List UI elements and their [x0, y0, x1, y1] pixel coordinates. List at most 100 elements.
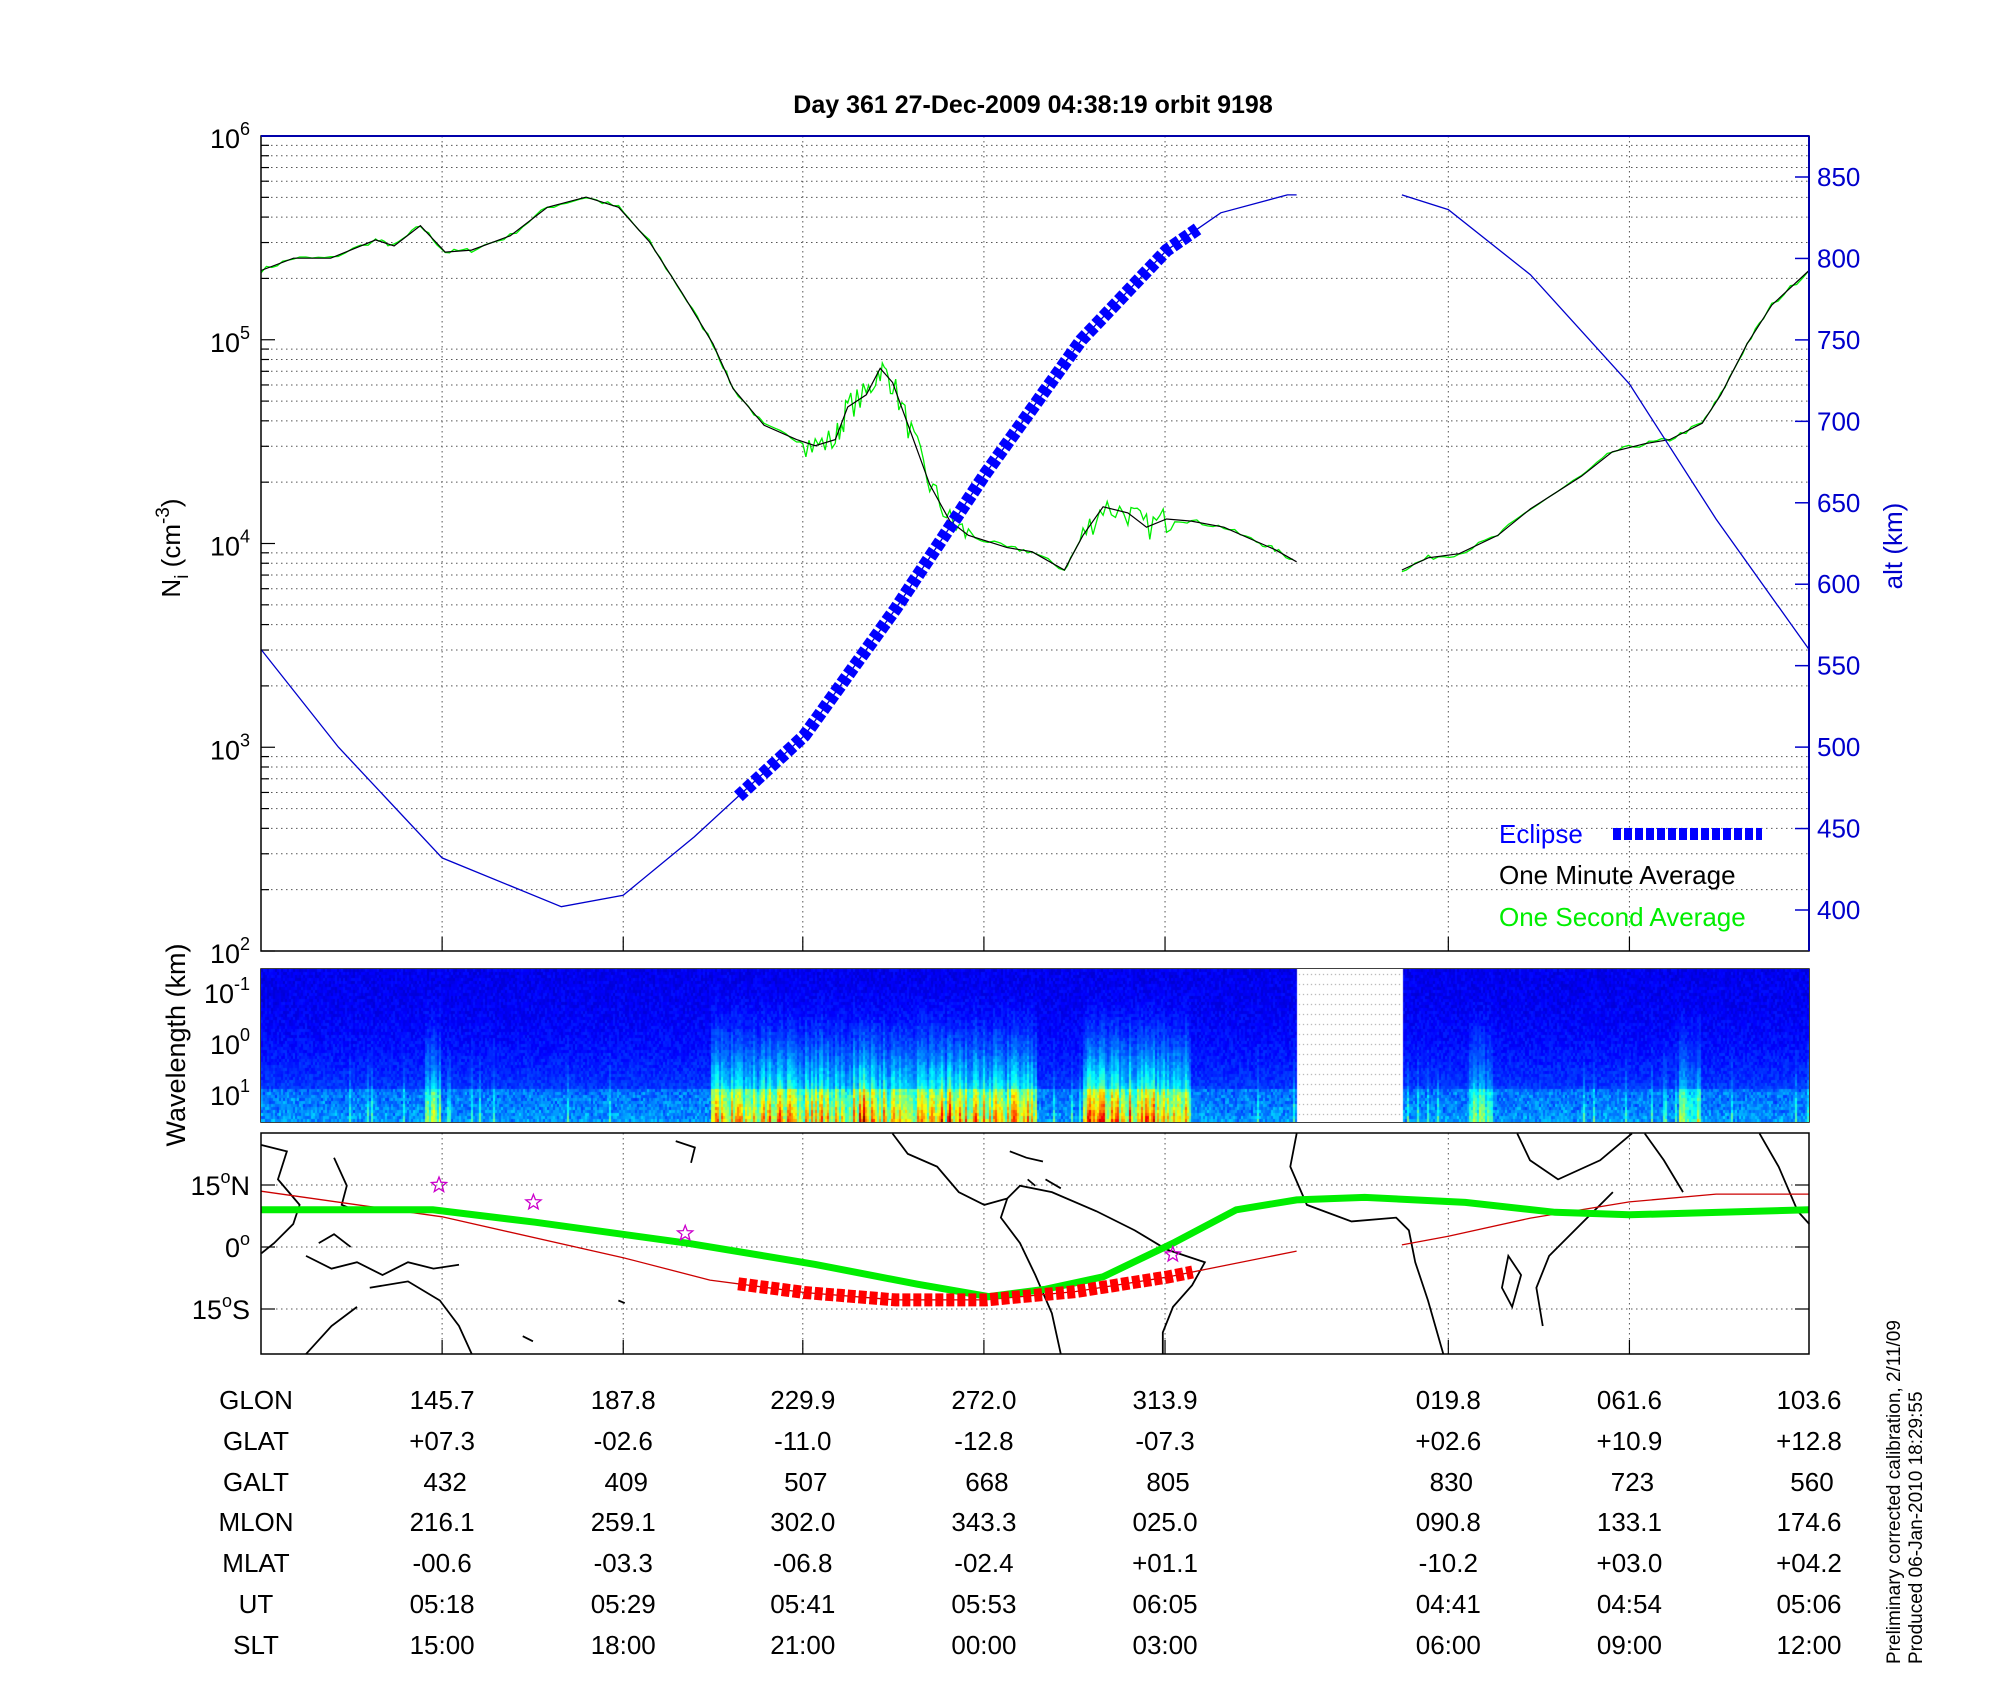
tick-exp: 5 [240, 323, 250, 343]
table-cell: -02.4 [954, 1548, 1013, 1578]
tick-exp: 4 [240, 527, 250, 547]
one-minute-average-line [260, 196, 1810, 571]
tick-degree-sign: o [220, 1167, 230, 1187]
tick-hemisphere: N [231, 1171, 251, 1201]
y-label-close: ) [156, 498, 186, 507]
y-right-label: alt (km) [1878, 503, 1908, 590]
table-cell: 04:54 [1597, 1589, 1662, 1619]
legend-second-label: One Second Average [1499, 902, 1746, 932]
table-cell: 05:41 [770, 1589, 835, 1619]
table-cell: -06.8 [773, 1548, 832, 1578]
table-cell: 830 [1430, 1467, 1473, 1497]
table-row-label: MLAT [222, 1548, 290, 1578]
ephemeris-table: GLON GLAT GALT MLON MLAT UT SLT 145.7 +07.3 432 21… [218, 1385, 1841, 1660]
y-label-sup: -3 [153, 507, 174, 524]
legend-eclipse-label: Eclipse [1499, 819, 1583, 849]
spectrogram-ylabel: Wavelength (km) [161, 943, 191, 1146]
y-right-tick-label: 850 [1817, 162, 1860, 192]
table-cell: 06:05 [1132, 1589, 1197, 1619]
table-cell: 560 [1790, 1467, 1833, 1497]
star-marker [429, 1175, 449, 1193]
y-tick-label: 103 [210, 730, 250, 765]
star-marker [675, 1223, 695, 1242]
table-cell: 187.8 [591, 1385, 656, 1415]
tick-exp: -1 [234, 974, 250, 994]
table-cell: +10.9 [1597, 1426, 1663, 1456]
footnote-line1: Preliminary corrected calibration, 2/11/… [1884, 1320, 1905, 1664]
table-cell: 00:00 [951, 1630, 1016, 1660]
y-right-tick-label: 600 [1817, 569, 1860, 599]
table-cell: -10.2 [1419, 1548, 1478, 1578]
coastline-asia-oceania [260, 1140, 696, 1355]
y-tick-label: 106 [210, 119, 250, 154]
table-cell: +07.3 [409, 1426, 475, 1456]
coastline-india [1644, 1132, 1810, 1225]
legend: Eclipse One Minute Average One Second Av… [1499, 819, 1762, 932]
table-cell: 18:00 [591, 1630, 656, 1660]
y-right-tick-label: 650 [1817, 488, 1860, 518]
footnote-line2: Produced 06-Jan-2010 18:29:55 [1906, 1391, 1927, 1664]
table-cell: -07.3 [1135, 1426, 1194, 1456]
table-cell: 05:06 [1776, 1589, 1841, 1619]
table-row-label: GLAT [223, 1426, 289, 1456]
table-cell: -03.3 [594, 1548, 653, 1578]
table-cell: 272.0 [951, 1385, 1016, 1415]
ground-track-line [260, 1190, 1809, 1301]
tick-exp: 1 [240, 1076, 250, 1096]
eclipse-track-segment [737, 1265, 1194, 1307]
y-right-tick-label: 750 [1817, 325, 1860, 355]
table-cell: 313.9 [1132, 1385, 1197, 1415]
table-cell: 668 [965, 1467, 1008, 1497]
map-tick-label: 0o [225, 1229, 250, 1263]
map-grid [261, 1133, 1809, 1354]
coastlines [260, 1132, 1810, 1355]
tick-deg: 15 [192, 1295, 222, 1325]
altitude-line [260, 194, 1810, 908]
tick-degree-sign: o [222, 1291, 232, 1311]
legend-minute-label: One Minute Average [1499, 860, 1736, 890]
table-cell: 21:00 [770, 1630, 835, 1660]
tick-base: 10 [210, 939, 240, 969]
y-tick-label: 102 [210, 934, 250, 969]
table-cell: +02.6 [1415, 1426, 1481, 1456]
table-row-label: SLT [233, 1630, 279, 1660]
table-cell: 09:00 [1597, 1630, 1662, 1660]
y-right-tick-label: 400 [1817, 895, 1860, 925]
table-row-label: UT [239, 1589, 274, 1619]
y-right-tick-label: 700 [1817, 406, 1860, 436]
table-cell: 061.6 [1597, 1385, 1662, 1415]
table-cell: +12.8 [1776, 1426, 1842, 1456]
table-row-label: MLON [218, 1507, 293, 1537]
y-right-tick-label: 450 [1817, 814, 1860, 844]
tick-base: 10 [210, 735, 240, 765]
map-tick-label: 15oS [192, 1291, 250, 1325]
table-cell: 302.0 [770, 1507, 835, 1537]
tick-exp: 3 [240, 730, 250, 750]
table-row-label: GLON [219, 1385, 293, 1415]
table-cell: 103.6 [1776, 1385, 1841, 1415]
table-cell: 216.1 [410, 1507, 475, 1537]
table-cell: -12.8 [954, 1426, 1013, 1456]
table-cell: 343.3 [951, 1507, 1016, 1537]
table-cell: 019.8 [1416, 1385, 1481, 1415]
tick-deg: 0 [225, 1233, 240, 1263]
star-marker [524, 1192, 543, 1211]
table-cell: -00.6 [412, 1548, 471, 1578]
tick-base: 10 [210, 124, 240, 154]
spectrogram-tick-label: 10-1 [204, 974, 250, 1009]
star-marker [1163, 1244, 1183, 1263]
coastline-americas [891, 1132, 1207, 1355]
chart-title: Day 361 27-Dec-2009 04:38:19 orbit 9198 [793, 91, 1273, 119]
tick-base: 10 [210, 328, 240, 358]
table-row-label: GALT [223, 1467, 289, 1497]
tick-deg: 15 [190, 1171, 220, 1201]
map-tick-label: 15oN [190, 1167, 250, 1201]
map-series [260, 1175, 1810, 1307]
map-frame [260, 1132, 1810, 1355]
tick-base: 10 [210, 532, 240, 562]
spectrogram-heatmap [261, 969, 1809, 1122]
y-right-tick-label: 800 [1817, 243, 1860, 273]
table-cell: 723 [1611, 1467, 1654, 1497]
main-grid [261, 136, 1809, 952]
